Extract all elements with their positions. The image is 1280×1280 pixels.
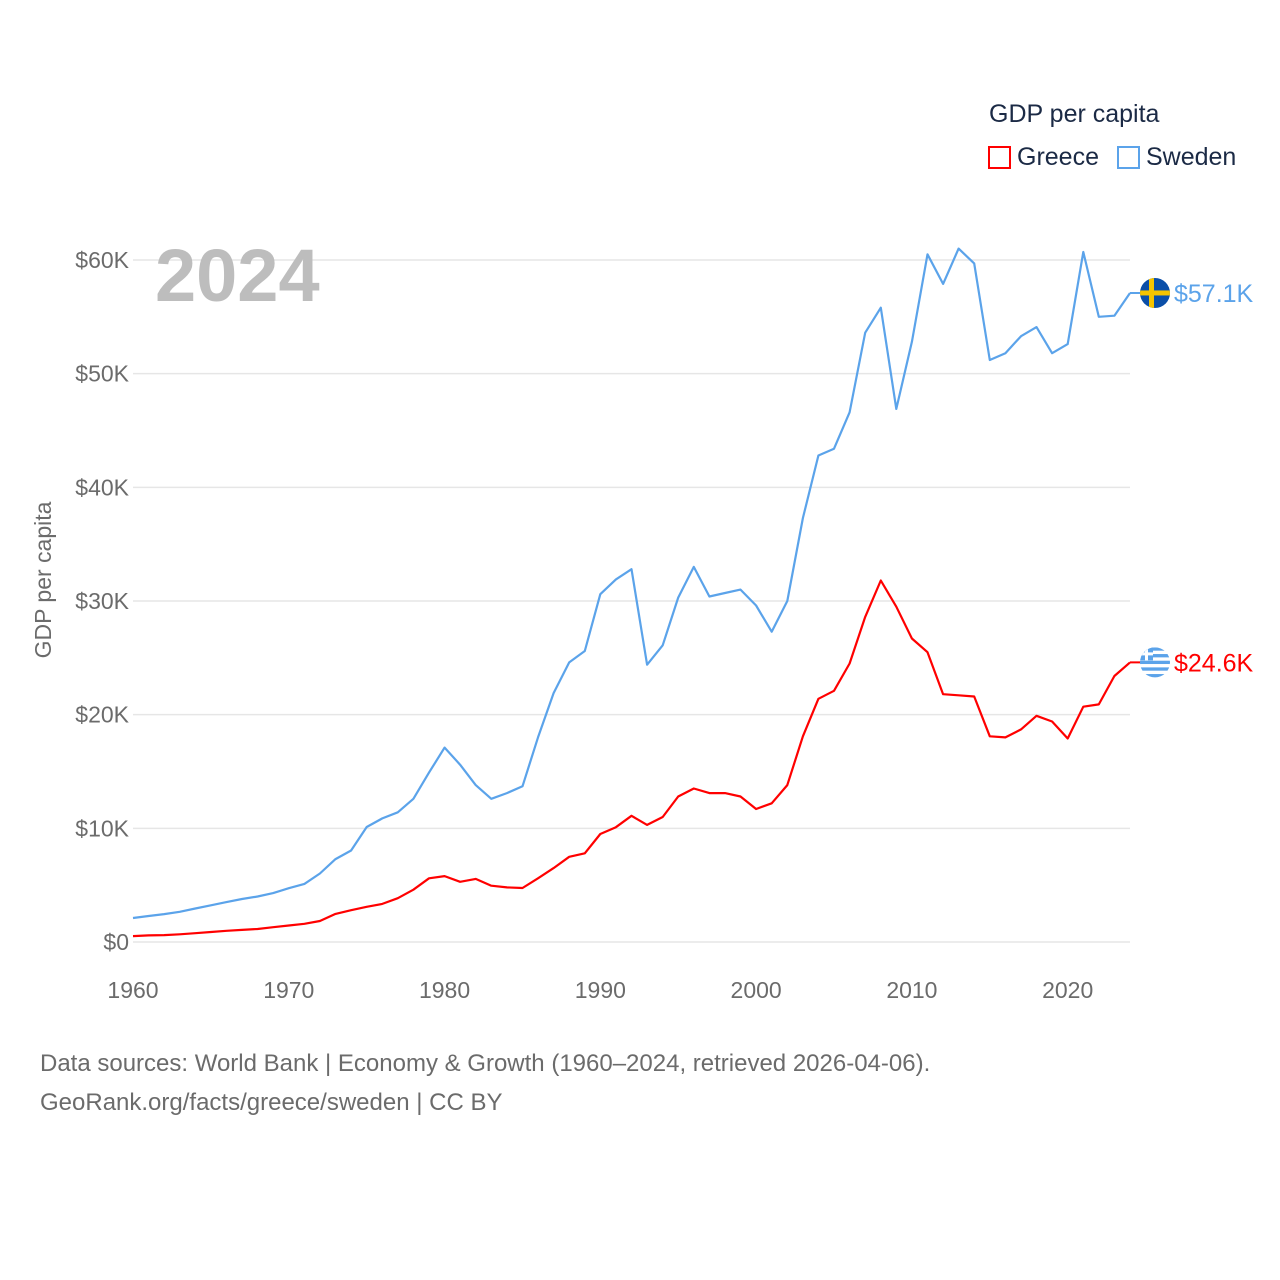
y-tick-label: $50K (75, 361, 129, 387)
flag-stripe (1140, 674, 1170, 678)
x-tick-label: 1980 (419, 977, 470, 1003)
gridlines (133, 259, 1130, 943)
flag-stripe (1140, 654, 1170, 658)
greece-line (132, 579, 1131, 938)
y-axis-ticks: $0 $10K $20K $30K $40K $50K $60K (75, 247, 129, 955)
flag-cross (1140, 290, 1170, 296)
legend: Greece Sweden (988, 143, 1236, 172)
greece-flag-icon (1140, 647, 1170, 678)
legend-label: Greece (1017, 143, 1099, 171)
sweden-end-label: $57.1K (1174, 280, 1254, 308)
flag-stripe (1140, 647, 1170, 651)
flag-stripe (1140, 670, 1170, 675)
legend-title: GDP per capita (989, 100, 1160, 128)
series-group: $24.6K $57.1K (132, 247, 1254, 938)
flag-cross (1149, 277, 1154, 308)
y-tick-label: $10K (75, 815, 129, 841)
flag (1140, 647, 1170, 678)
y-tick-label: $60K (75, 247, 129, 273)
y-tick-label: $20K (75, 702, 129, 728)
flag-stripe (1140, 650, 1170, 655)
flag-stripe (1140, 664, 1170, 668)
flag (1140, 277, 1170, 308)
year-watermark: 2024 (155, 234, 320, 317)
legend-item-greece[interactable]: Greece (988, 143, 1099, 172)
footer-link[interactable]: GeoRank.org/facts/greece/sweden | CC BY (40, 1089, 503, 1116)
x-axis-ticks: 1960 1970 1980 1990 2000 2010 2020 (107, 977, 1093, 1003)
y-tick-label: $40K (75, 474, 129, 500)
y-tick-label: $30K (75, 588, 129, 614)
greece-swatch (988, 146, 1011, 169)
x-tick-label: 1990 (575, 977, 626, 1003)
x-tick-label: 2010 (886, 977, 937, 1003)
x-tick-label: 1970 (263, 977, 314, 1003)
sweden-swatch (1116, 146, 1140, 169)
footer: Data sources: World Bank | Economy & Gro… (40, 1044, 930, 1122)
greece-end-label: $24.6K (1174, 649, 1254, 677)
footer-sources: Data sources: World Bank | Economy & Gro… (40, 1050, 931, 1077)
y-axis-title: GDP per capita (30, 501, 56, 658)
flag-stripe (1140, 660, 1170, 665)
y-tick-label: $0 (103, 929, 129, 955)
legend-label: Sweden (1145, 143, 1237, 171)
x-tick-label: 1960 (107, 977, 158, 1003)
sweden-line (132, 247, 1131, 920)
flag-stripe (1140, 667, 1170, 671)
flag-cross (1140, 652, 1153, 656)
legend-item-sweden[interactable]: Sweden (1116, 143, 1237, 172)
x-tick-label: 2020 (1042, 977, 1093, 1003)
sweden-flag-icon (1140, 277, 1170, 308)
x-tick-label: 2000 (731, 977, 782, 1003)
flag-stripe (1140, 657, 1170, 661)
